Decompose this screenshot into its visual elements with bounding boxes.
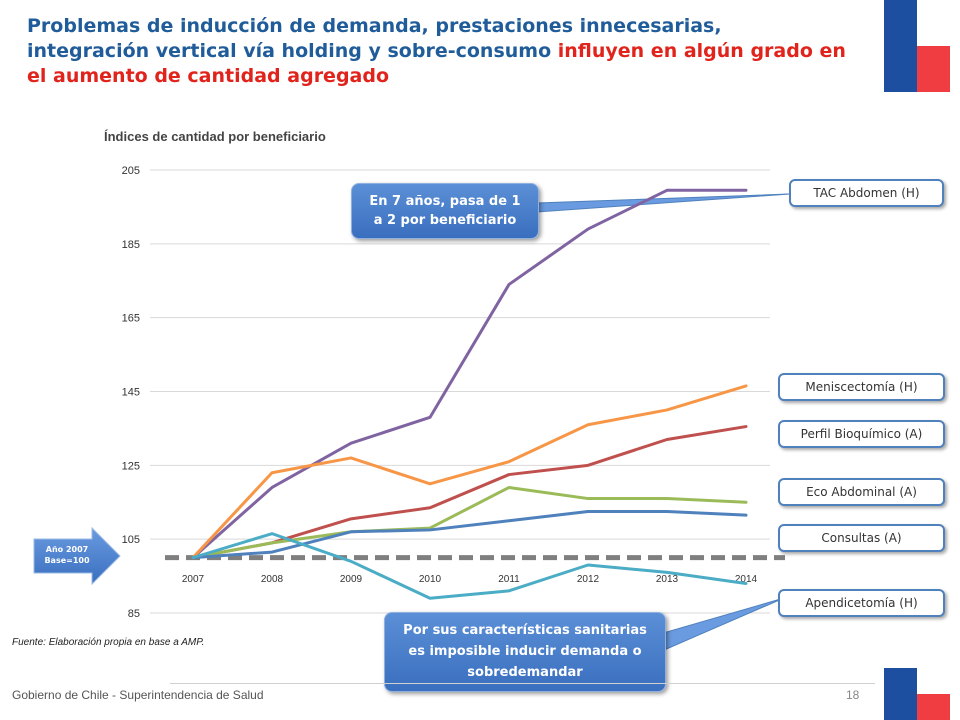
x-tick-label: 2009: [340, 574, 363, 585]
series-1-point: [587, 423, 589, 426]
series-4-point: [745, 514, 747, 516]
series-2-point: [350, 518, 352, 520]
series-3-point: [666, 497, 668, 500]
series-line-1: [191, 384, 748, 560]
y-tick-label: 165: [122, 313, 140, 325]
title-main: Problemas de inducción de demanda, prest…: [27, 15, 722, 62]
tac-callout-pointer: [536, 193, 791, 213]
series-5-point: [271, 532, 273, 535]
y-tick-label: 185: [122, 239, 140, 251]
series-4-point: [508, 519, 510, 522]
series-3-point: [271, 542, 273, 544]
series-3-point: [508, 486, 510, 489]
series-1-point: [350, 457, 352, 459]
series-5-point: [508, 590, 510, 592]
y-tick-label: 145: [122, 387, 140, 399]
tac-callout-line2: a 2 por beneficiario: [373, 213, 517, 228]
arrow-shape-icon: [33, 527, 121, 585]
series-2-point: [745, 425, 747, 428]
y-tick-label: 85: [128, 608, 140, 620]
x-tick-label: 2013: [656, 574, 679, 585]
apend-callout-line3: sobredemandar: [467, 665, 583, 680]
series-1-point: [666, 409, 668, 411]
x-tick-label: 2007: [182, 574, 205, 585]
series-line-4: [191, 509, 748, 560]
apend-callout-line1: Por sus características sanitarias: [403, 623, 647, 638]
legend-perfil-bioquimico: Perfil Bioquímico (A): [778, 420, 945, 448]
x-tick-label: 2011: [498, 574, 520, 585]
page-number: 18: [846, 688, 860, 702]
legend-apendicetomia: Apendicetomía (H): [778, 589, 945, 617]
y-tick-label: 105: [122, 534, 140, 546]
series-5-point: [666, 571, 668, 574]
apendicetomia-callout: Por sus características sanitarias es im…: [384, 612, 666, 692]
series-2-point: [508, 473, 510, 476]
tac-callout: En 7 años, pasa de 1 a 2 por beneficiari…: [351, 183, 539, 239]
page-title: Problemas de inducción de demanda, prest…: [27, 14, 847, 89]
series-2-point: [429, 506, 431, 509]
chile-flag-bottom: [884, 668, 950, 720]
x-tick-label: 2010: [419, 574, 442, 585]
series-1-point: [429, 482, 431, 485]
series-0-point: [587, 228, 589, 230]
apend-callout-pointer: [644, 597, 785, 651]
series-4-point: [350, 530, 352, 533]
legend-consultas: Consultas (A): [778, 524, 945, 552]
series-line-3: [191, 485, 748, 560]
series-4-point: [587, 510, 589, 513]
series-1-point: [271, 471, 273, 474]
x-tick-label: 2014: [735, 574, 758, 585]
base-year-arrow: Año 2007 Base=100: [32, 527, 122, 585]
apend-callout-line2: es imposible inducir demanda o: [408, 644, 642, 659]
series-5-point: [192, 556, 194, 559]
series-3-point: [745, 501, 747, 504]
x-tick-label: 2008: [261, 574, 284, 585]
series-0-point: [745, 189, 747, 192]
series-2-point: [587, 464, 589, 467]
series-4-point: [666, 510, 668, 513]
footer-divider: [170, 683, 875, 684]
y-tick-label: 205: [122, 165, 140, 177]
series-5-point: [429, 597, 431, 600]
legend-tac-abdomen: TAC Abdomen (H): [789, 179, 944, 207]
series-4-point: [271, 551, 273, 553]
series-5-point: [587, 564, 589, 566]
tac-callout-line1: En 7 años, pasa de 1: [369, 194, 521, 209]
series-5-point: [350, 560, 352, 563]
legend-eco-abdominal: Eco Abdominal (A): [778, 478, 945, 506]
series-line-5: [191, 532, 748, 600]
series-0-point: [666, 189, 668, 192]
x-tick-label: 2012: [577, 574, 600, 585]
series-3-point: [587, 497, 589, 500]
series-0-point: [508, 283, 510, 286]
series-0-point: [350, 442, 352, 444]
y-tick-label: 125: [122, 460, 140, 472]
series-1-point: [508, 460, 510, 463]
series-1-point: [745, 385, 747, 387]
base-year-label: Año 2007: [45, 545, 89, 554]
series-5-point: [745, 582, 747, 585]
base-value-label: Base=100: [44, 556, 90, 565]
series-4-point: [429, 529, 431, 531]
chile-flag-top: [884, 0, 950, 92]
legend-meniscectomia: Meniscectomía (H): [778, 373, 945, 401]
series-line-0: [191, 188, 748, 560]
series-2-point: [666, 438, 668, 441]
series-line-2: [191, 425, 748, 560]
series-0-point: [271, 486, 273, 489]
series-0-point: [429, 416, 431, 419]
chart-title: Índices de cantidad por beneficiario: [104, 129, 326, 144]
source-note: Fuente: Elaboración propia en base a AMP…: [12, 637, 205, 648]
title-highlight: influyen en algún grado en el aumento de…: [27, 40, 846, 87]
footer-org: Gobierno de Chile - Superintendencia de …: [12, 688, 264, 702]
